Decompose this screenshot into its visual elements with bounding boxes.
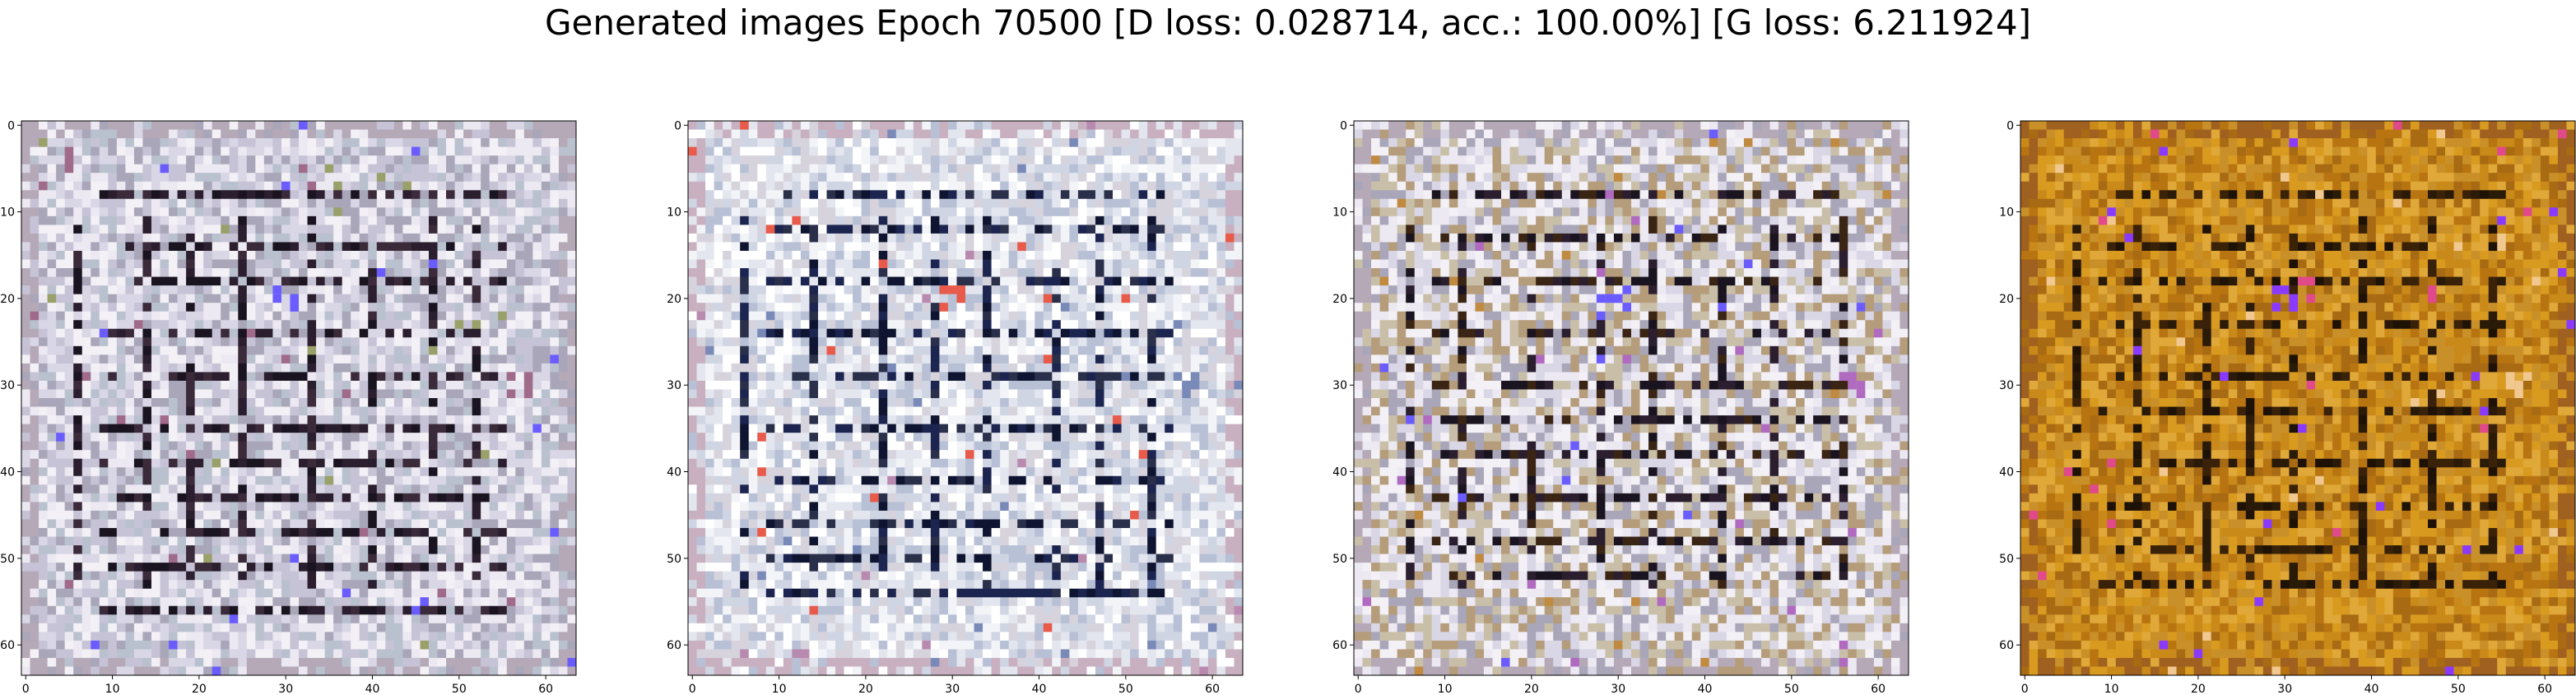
y-tick-label: 0 bbox=[2006, 119, 2014, 132]
y-tick-label: 10 bbox=[667, 206, 681, 220]
x-tick-label: 50 bbox=[1118, 683, 1133, 695]
y-tick-label: 20 bbox=[667, 293, 681, 306]
y-tick-label: 30 bbox=[0, 379, 15, 392]
x-tick-label: 60 bbox=[2537, 683, 2552, 695]
y-tick-label: 20 bbox=[1332, 293, 1347, 306]
x-tick-label: 60 bbox=[1205, 683, 1220, 695]
sample-image bbox=[2020, 120, 2576, 676]
y-tick-label: 60 bbox=[0, 639, 15, 652]
x-tick-label: 0 bbox=[689, 683, 696, 695]
y-tick-label: 50 bbox=[0, 553, 15, 566]
y-tick-label: 40 bbox=[667, 466, 681, 480]
x-tick-label: 30 bbox=[2277, 683, 2292, 695]
sample-image bbox=[687, 120, 1244, 676]
generated-sample-4: 0 10 20 30 40 50 60 0 10 20 30 40 50 60 bbox=[1999, 119, 2576, 695]
sample-image bbox=[1353, 120, 1909, 676]
y-tick-label: 60 bbox=[1999, 639, 2014, 652]
y-tick-label: 20 bbox=[1999, 293, 2014, 306]
y-tick-label: 20 bbox=[0, 293, 15, 306]
y-tick-label: 30 bbox=[1332, 379, 1347, 392]
x-tick-label: 0 bbox=[22, 683, 30, 695]
x-tick-label: 40 bbox=[1032, 683, 1047, 695]
y-tick-label: 50 bbox=[1999, 553, 2014, 566]
y-tick-label: 0 bbox=[1340, 119, 1347, 132]
x-tick-label: 10 bbox=[772, 683, 787, 695]
y-tick-label: 10 bbox=[1332, 206, 1347, 220]
sample-image bbox=[21, 120, 577, 676]
x-tick-label: 60 bbox=[1871, 683, 1886, 695]
y-tick-label: 30 bbox=[1999, 379, 2014, 392]
y-tick-label: 0 bbox=[7, 119, 15, 132]
generated-sample-2: 0 10 20 30 40 50 60 0 10 20 30 40 50 60 bbox=[667, 119, 1244, 695]
y-tick-label: 50 bbox=[667, 553, 681, 566]
y-tick-label: 0 bbox=[674, 119, 681, 132]
y-tick-label: 40 bbox=[0, 466, 15, 480]
x-tick-label: 20 bbox=[2191, 683, 2206, 695]
x-tick-label: 0 bbox=[1355, 683, 1362, 695]
x-tick-label: 10 bbox=[105, 683, 120, 695]
x-tick-label: 50 bbox=[1784, 683, 1799, 695]
generated-sample-3: 0 10 20 30 40 50 60 0 10 20 30 40 50 60 bbox=[1332, 119, 1909, 695]
y-tick-label: 10 bbox=[1999, 206, 2014, 220]
x-tick-label: 20 bbox=[1524, 683, 1539, 695]
x-tick-label: 50 bbox=[452, 683, 467, 695]
x-tick-label: 20 bbox=[858, 683, 873, 695]
figure-title: Generated images Epoch 70500 [D loss: 0.… bbox=[544, 2, 2032, 43]
y-tick-label: 60 bbox=[667, 639, 681, 652]
y-tick-label: 40 bbox=[1332, 466, 1347, 480]
x-tick-label: 40 bbox=[2364, 683, 2379, 695]
x-tick-label: 10 bbox=[1438, 683, 1453, 695]
x-tick-label: 40 bbox=[365, 683, 380, 695]
x-tick-label: 0 bbox=[2021, 683, 2029, 695]
x-tick-label: 60 bbox=[538, 683, 553, 695]
x-tick-label: 30 bbox=[278, 683, 293, 695]
x-tick-label: 20 bbox=[192, 683, 207, 695]
x-tick-label: 50 bbox=[2451, 683, 2466, 695]
generated-sample-1: 0 10 20 30 40 50 60 0 10 20 30 40 50 60 bbox=[0, 119, 577, 695]
y-tick-label: 50 bbox=[1332, 553, 1347, 566]
y-tick-label: 10 bbox=[0, 206, 15, 220]
x-tick-label: 30 bbox=[945, 683, 960, 695]
x-tick-label: 10 bbox=[2104, 683, 2119, 695]
x-tick-label: 40 bbox=[1698, 683, 1713, 695]
x-tick-label: 30 bbox=[1611, 683, 1625, 695]
y-tick-label: 30 bbox=[667, 379, 681, 392]
y-tick-label: 60 bbox=[1332, 639, 1347, 652]
y-tick-label: 40 bbox=[1999, 466, 2014, 480]
